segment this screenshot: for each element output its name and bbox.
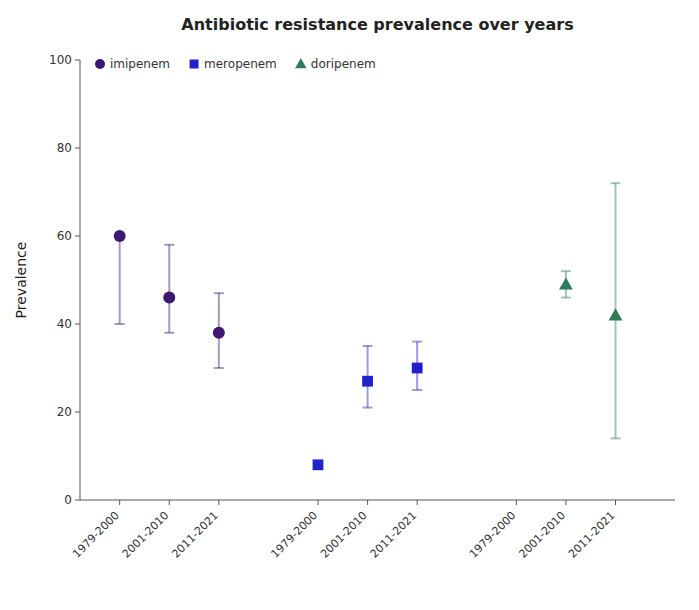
y-axis-line xyxy=(80,60,81,500)
y-tick xyxy=(75,412,80,413)
y-tick-label: 40 xyxy=(57,317,72,331)
legend-label: meropenem xyxy=(204,57,277,71)
series xyxy=(559,183,622,438)
chart: Antibiotic resistance prevalence over ye… xyxy=(0,0,699,610)
y-tick-label: 80 xyxy=(57,141,72,155)
x-tick xyxy=(367,500,368,505)
point xyxy=(362,376,373,387)
x-tick-label: 2011-2021 xyxy=(566,509,618,561)
x-tick-label: 2011-2021 xyxy=(169,509,221,561)
error-bar xyxy=(164,245,174,333)
error-bar-part xyxy=(561,270,571,272)
x-tick-label: 1979-2000 xyxy=(70,509,122,561)
x-tick-label: 2001-2010 xyxy=(120,509,172,561)
legend-item: doripenem xyxy=(295,57,376,71)
series xyxy=(313,342,423,471)
y-tick-label: 0 xyxy=(64,493,72,507)
y-tick xyxy=(75,236,80,237)
legend-marker xyxy=(295,58,307,68)
error-bar-part xyxy=(214,292,224,294)
x-tick xyxy=(417,500,418,505)
legend-label: doripenem xyxy=(311,57,376,71)
x-tick xyxy=(119,500,120,505)
y-tick xyxy=(75,148,80,149)
error-bar-part xyxy=(168,245,170,333)
error-bar-part xyxy=(611,437,621,439)
error-bar-part xyxy=(611,182,621,184)
error-bar-part xyxy=(119,236,121,324)
error-bar-part xyxy=(164,244,174,246)
x-tick-label: 1979-2000 xyxy=(467,509,519,561)
error-bar xyxy=(363,346,373,408)
y-tick xyxy=(75,324,80,325)
error-bar-part xyxy=(115,323,125,325)
y-axis-label: Prevalence xyxy=(13,242,29,319)
y-tick xyxy=(75,60,80,61)
legend-item: imipenem xyxy=(95,57,170,71)
point xyxy=(412,363,423,374)
legend-item: meropenem xyxy=(190,57,277,71)
x-tick-label: 2001-2010 xyxy=(516,509,568,561)
x-tick-label: 1979-2000 xyxy=(269,509,321,561)
legend-label: imipenem xyxy=(110,57,170,71)
title: Antibiotic resistance prevalence over ye… xyxy=(181,15,573,34)
x-tick xyxy=(615,500,616,505)
x-tick xyxy=(516,500,517,505)
series xyxy=(114,230,225,368)
legend: imipenem meropenem doripenem xyxy=(95,57,376,71)
point xyxy=(313,459,324,470)
plot-area xyxy=(114,183,623,470)
axes: 0204060801001979-20002001-20102011-20211… xyxy=(49,53,675,561)
x-tick xyxy=(565,500,566,505)
legend-marker xyxy=(95,59,105,69)
error-bar-part xyxy=(164,332,174,334)
y-tick-label: 100 xyxy=(49,53,72,67)
error-bar-part xyxy=(561,297,571,299)
error-bar-part xyxy=(412,341,422,343)
point xyxy=(559,278,573,290)
error-bar-part xyxy=(412,389,422,391)
y-tick-label: 20 xyxy=(57,405,72,419)
x-tick xyxy=(169,500,170,505)
x-tick xyxy=(318,500,319,505)
y-tick xyxy=(75,500,80,501)
x-tick-label: 2001-2010 xyxy=(318,509,370,561)
y-tick-label: 60 xyxy=(57,229,72,243)
point xyxy=(114,230,126,242)
point xyxy=(163,292,175,304)
error-bar xyxy=(412,342,422,390)
point xyxy=(609,308,623,320)
x-tick xyxy=(218,500,219,505)
point xyxy=(213,327,225,339)
error-bar-part xyxy=(363,407,373,409)
error-bar-part xyxy=(363,345,373,347)
x-tick-label: 2011-2021 xyxy=(368,509,420,561)
error-bar-part xyxy=(214,367,224,369)
error-bar xyxy=(115,236,125,324)
error-bar xyxy=(214,293,224,368)
legend-marker xyxy=(190,60,199,69)
